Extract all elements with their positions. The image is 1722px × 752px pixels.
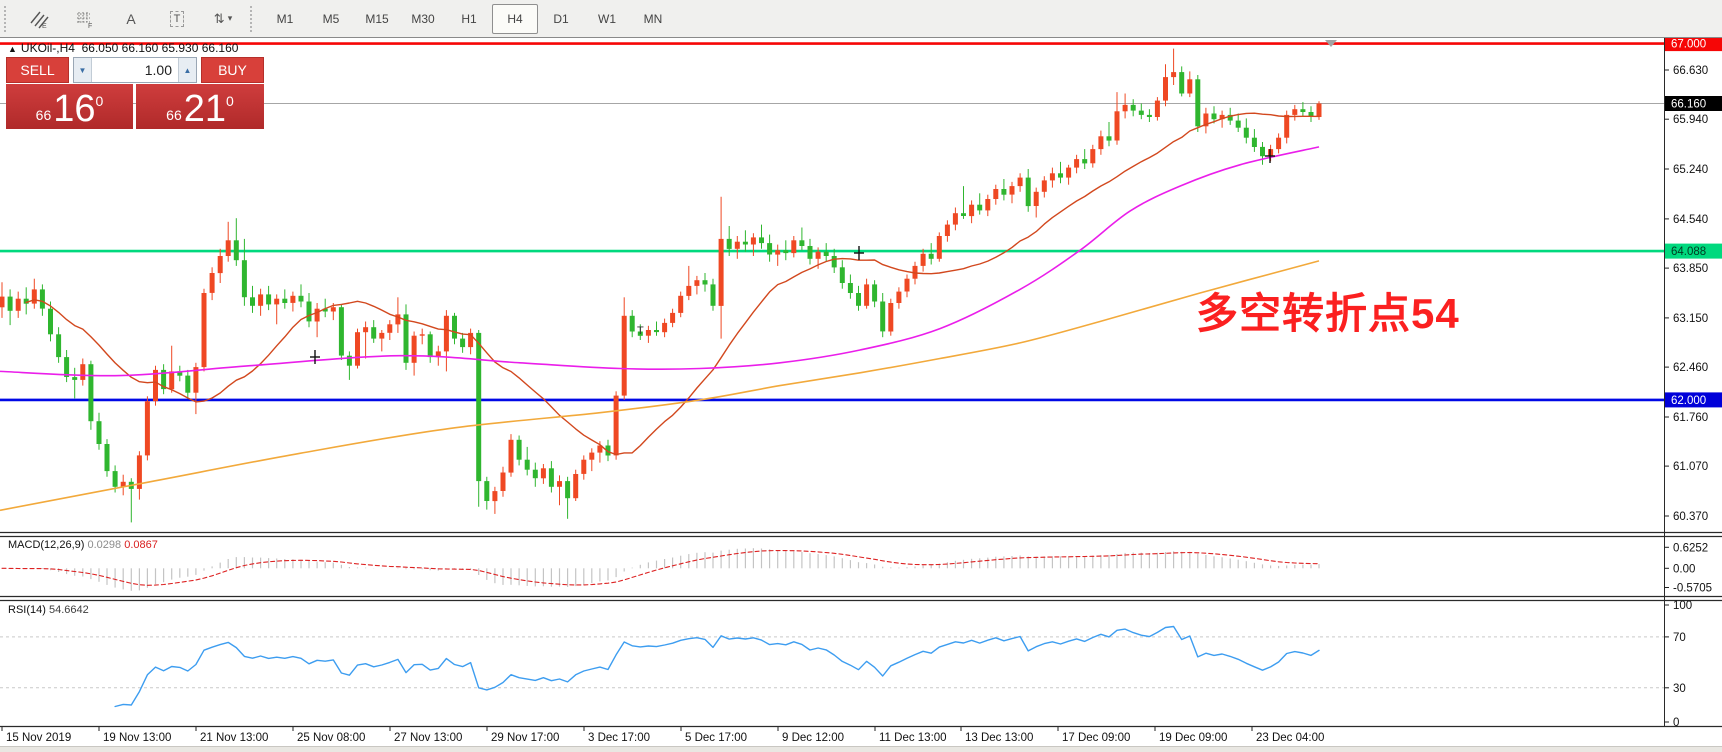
svg-text:T: T xyxy=(637,325,644,337)
bid-pip-digit: 0 xyxy=(95,93,104,109)
timeframe-m1[interactable]: M1 xyxy=(276,11,294,26)
timeframe-d1[interactable]: D1 xyxy=(553,11,569,26)
svg-text:11 Dec 13:00: 11 Dec 13:00 xyxy=(879,732,947,744)
toolbar-grip[interactable] xyxy=(4,5,12,32)
sell-button[interactable]: SELL xyxy=(6,57,69,83)
bid-quote[interactable]: 66 16 0 xyxy=(6,84,133,129)
volume-decrease-button[interactable]: ▼ xyxy=(74,58,92,82)
text-tool-icon[interactable]: A xyxy=(126,10,136,27)
svg-text:67.000: 67.000 xyxy=(1671,39,1706,51)
ask-prefix: 66 xyxy=(166,107,182,123)
svg-text:65.940: 65.940 xyxy=(1673,114,1708,126)
ask-pip-digit: 0 xyxy=(226,93,234,109)
svg-text:29 Nov 17:00: 29 Nov 17:00 xyxy=(491,732,559,744)
timeframe-m5[interactable]: M5 xyxy=(322,11,340,26)
svg-text:66.630: 66.630 xyxy=(1673,65,1708,77)
timeframe-m30[interactable]: M30 xyxy=(411,11,435,26)
svg-text:E: E xyxy=(42,23,47,29)
volume-increase-button[interactable]: ▲ xyxy=(178,58,196,82)
svg-text:19 Nov 13:00: 19 Nov 13:00 xyxy=(103,732,171,744)
svg-text:62.000: 62.000 xyxy=(1671,395,1706,407)
svg-text:0: 0 xyxy=(1673,717,1679,729)
svg-text:70: 70 xyxy=(1673,632,1686,644)
svg-text:63.150: 63.150 xyxy=(1673,313,1708,325)
svg-text:17 Dec 09:00: 17 Dec 09:00 xyxy=(1062,732,1130,744)
bid-prefix: 66 xyxy=(35,107,52,123)
status-strip xyxy=(0,746,1722,752)
arrows-tool-icon[interactable]: ⇅ ▾ xyxy=(213,10,233,26)
text-label-tool-icon[interactable]: T xyxy=(154,4,200,34)
fibonacci-grid-icon[interactable]: F xyxy=(62,4,108,34)
svg-text:13 Dec 13:00: 13 Dec 13:00 xyxy=(965,732,1033,744)
timeframe-m15[interactable]: M15 xyxy=(365,11,389,26)
svg-text:5 Dec 17:00: 5 Dec 17:00 xyxy=(685,732,747,744)
collapse-triangle-icon[interactable]: ▲ xyxy=(8,44,17,54)
svg-text:21 Nov 13:00: 21 Nov 13:00 xyxy=(200,732,268,744)
svg-text:65.240: 65.240 xyxy=(1673,164,1708,176)
svg-text:-0.5705: -0.5705 xyxy=(1673,583,1712,595)
symbol-ohlc: 66.050 66.160 65.930 66.160 xyxy=(81,41,239,55)
toolbar-grip[interactable] xyxy=(250,5,258,32)
svg-text:3 Dec 17:00: 3 Dec 17:00 xyxy=(588,732,650,744)
svg-text:15 Nov 2019: 15 Nov 2019 xyxy=(6,732,71,744)
macd-label: MACD(12,26,9) 0.0298 0.0867 xyxy=(8,539,158,551)
volume-input[interactable] xyxy=(92,58,178,82)
timeframe-h4[interactable]: H4 xyxy=(492,3,538,34)
svg-text:66.160: 66.160 xyxy=(1671,99,1706,111)
ask-quote[interactable]: 66 21 0 xyxy=(136,84,264,129)
one-click-trading-panel: SELL ▼ ▲ BUY 66 16 0 66 21 0 xyxy=(6,57,264,129)
svg-text:30: 30 xyxy=(1673,683,1686,695)
svg-text:27 Nov 13:00: 27 Nov 13:00 xyxy=(394,732,462,744)
svg-text:100: 100 xyxy=(1673,600,1692,612)
timeframe-group: M1 M5 M15 M30 H1 H4 D1 W1 MN xyxy=(262,3,676,34)
timeframe-w1[interactable]: W1 xyxy=(598,11,616,26)
rsi-label: RSI(14) 54.6642 xyxy=(8,604,89,616)
timeframe-mn[interactable]: MN xyxy=(643,11,663,26)
svg-text:23 Dec 04:00: 23 Dec 04:00 xyxy=(1256,732,1324,744)
symbol-title: UKOil-,H4 xyxy=(20,41,75,55)
svg-text:60.370: 60.370 xyxy=(1673,511,1708,523)
drawing-tools-group: E F A T ⇅ ▾ xyxy=(16,4,246,34)
svg-text:19 Dec 09:00: 19 Dec 09:00 xyxy=(1159,732,1227,744)
timeframe-h1[interactable]: H1 xyxy=(461,11,477,26)
svg-text:F: F xyxy=(88,23,92,29)
volume-stepper: ▼ ▲ xyxy=(73,57,197,83)
svg-text:62.460: 62.460 xyxy=(1673,362,1708,374)
chart-annotation-text: 多空转折点54 xyxy=(1196,290,1460,337)
svg-text:61.760: 61.760 xyxy=(1673,412,1708,424)
svg-text:0.6252: 0.6252 xyxy=(1673,542,1708,554)
toolbar: E F A T ⇅ ▾ M1 M5 M15 M30 H1 H4 D1 W1 MN xyxy=(0,0,1722,38)
svg-text:63.850: 63.850 xyxy=(1673,263,1708,275)
ask-big-digits: 21 xyxy=(183,88,227,130)
svg-text:9 Dec 12:00: 9 Dec 12:00 xyxy=(782,732,844,744)
svg-text:25 Nov 08:00: 25 Nov 08:00 xyxy=(297,732,365,744)
svg-text:0.00: 0.00 xyxy=(1673,563,1695,575)
svg-text:64.088: 64.088 xyxy=(1671,246,1706,258)
bid-big-digits: 16 xyxy=(53,88,96,130)
buy-button[interactable]: BUY xyxy=(201,57,264,83)
symbol-header: ▲ UKOil-,H4 66.050 66.160 65.930 66.160 xyxy=(8,41,238,55)
svg-text:64.540: 64.540 xyxy=(1673,214,1708,226)
svg-text:61.070: 61.070 xyxy=(1673,461,1708,473)
equidistant-channel-icon[interactable]: E xyxy=(16,4,62,34)
